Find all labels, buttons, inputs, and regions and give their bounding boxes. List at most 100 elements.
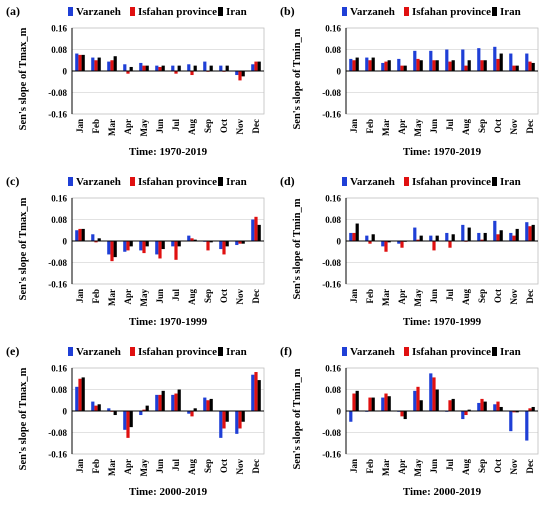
bar-varzaneh	[171, 65, 175, 71]
bar-varzaneh	[187, 411, 191, 414]
bar-isfahan-province	[368, 60, 372, 71]
bar-isfahan-province	[238, 71, 242, 81]
x-axis-title: Time: 2000-2019	[403, 486, 482, 498]
x-tick-label: Sep	[203, 459, 213, 473]
bar-isfahan-province	[512, 411, 516, 413]
bar-isfahan-province	[416, 386, 420, 411]
bar-varzaneh	[477, 48, 481, 71]
bar-iran	[419, 400, 423, 411]
legend-swatch-2	[130, 7, 135, 16]
x-axis-title: Time: 1970-2019	[129, 146, 208, 158]
bar-varzaneh	[525, 411, 529, 441]
x-tick-label: Mar	[381, 119, 391, 136]
y-tick-label: 0.08	[51, 385, 67, 395]
bar-iran	[81, 54, 85, 71]
legend-swatch-1	[68, 177, 73, 186]
bar-isfahan-province	[448, 241, 452, 248]
bar-iran	[531, 406, 535, 411]
bar-iran	[451, 234, 455, 241]
bar-varzaneh	[219, 65, 223, 71]
y-axis-title: Sen's slope of Tmax_m	[18, 367, 29, 470]
chart-panel-3: (c) Varzaneh Isfahan province Iran 0.16 0.08 0…	[6, 174, 265, 328]
bar-varzaneh	[413, 390, 417, 411]
panel-label: (d)	[280, 174, 295, 188]
bar-iran	[483, 232, 487, 241]
bar-varzaneh	[107, 241, 111, 255]
x-axis-title: Time: 2000-2019	[129, 486, 208, 498]
bar-isfahan-province	[190, 411, 194, 417]
legend-swatch-3	[218, 347, 223, 356]
bar-varzaneh	[91, 401, 95, 411]
x-tick-label: Jan	[75, 289, 85, 303]
x-tick-label: Apr	[397, 289, 407, 305]
bar-iran	[177, 241, 181, 247]
y-tick-label: 0	[337, 237, 342, 247]
y-tick-label: -0.08	[322, 258, 341, 268]
x-tick-label: Jun	[155, 459, 165, 474]
x-tick-label: Aug	[461, 289, 471, 306]
y-tick-label: 0.16	[325, 364, 341, 374]
y-tick-label: 0.16	[325, 24, 341, 34]
legend-label: Iran	[500, 176, 521, 188]
bar-varzaneh	[91, 57, 95, 71]
bar-iran	[161, 390, 165, 411]
legend-label: Isfahan province	[412, 176, 491, 188]
x-tick-label: Sep	[477, 459, 487, 473]
bar-isfahan-province	[352, 60, 356, 71]
bar-isfahan-province	[464, 411, 468, 416]
x-tick-label: Jul	[445, 289, 455, 302]
bar-varzaneh	[139, 62, 143, 71]
bar-iran	[129, 411, 133, 428]
y-axis-title: Sen's slope of Tmin_m	[292, 28, 303, 129]
bar-isfahan-province	[368, 397, 372, 411]
bar-varzaneh	[75, 386, 79, 411]
bar-isfahan-province	[368, 241, 372, 244]
x-tick-label: May	[413, 119, 423, 137]
bar-varzaneh	[171, 394, 175, 411]
panel-label: (e)	[6, 344, 19, 358]
bar-varzaneh	[219, 411, 223, 438]
bar-iran	[145, 405, 149, 411]
bar-iran	[499, 53, 503, 71]
bar-varzaneh	[107, 61, 111, 71]
bar-isfahan-province	[190, 238, 194, 241]
y-tick-label: 0	[63, 237, 68, 247]
legend-label: Iran	[500, 6, 521, 18]
legend-swatch-2	[404, 347, 409, 356]
bar-varzaneh	[461, 411, 465, 420]
bar-varzaneh	[187, 64, 191, 71]
bar-isfahan-province	[238, 241, 242, 244]
bar-iran	[241, 71, 245, 77]
bar-varzaneh	[413, 227, 417, 241]
bar-iran	[467, 60, 471, 71]
y-tick-label: 0	[63, 407, 68, 417]
legend-label: Varzaneh	[76, 346, 121, 358]
y-axis-title: Sen's slope of Tmin_m	[292, 368, 303, 469]
bar-varzaneh	[251, 219, 255, 241]
bar-isfahan-province	[126, 241, 130, 251]
bar-iran	[193, 408, 197, 411]
x-tick-label: Feb	[91, 119, 101, 134]
bar-varzaneh	[349, 58, 353, 71]
x-tick-label: May	[139, 459, 149, 477]
bar-isfahan-province	[206, 241, 210, 251]
bar-iran	[209, 65, 213, 71]
x-tick-label: Nov	[235, 289, 245, 305]
bar-isfahan-province	[432, 377, 436, 411]
legend-swatch-1	[342, 177, 347, 186]
bar-iran	[467, 409, 471, 411]
bar-iran	[467, 227, 471, 241]
bar-iran	[145, 65, 149, 71]
bar-isfahan-province	[254, 372, 258, 411]
bar-varzaneh	[235, 411, 239, 434]
legend-label: Isfahan province	[138, 346, 217, 358]
y-axis-title: Sen's slope of Tmin_m	[292, 198, 303, 299]
bar-varzaneh	[349, 411, 353, 422]
bar-varzaneh	[397, 241, 401, 244]
bar-iran	[419, 235, 423, 241]
bar-iran	[177, 65, 181, 71]
bar-isfahan-province	[174, 71, 178, 74]
x-tick-label: Apr	[123, 289, 133, 305]
y-tick-label: -0.16	[322, 280, 341, 290]
bar-isfahan-province	[94, 60, 98, 71]
